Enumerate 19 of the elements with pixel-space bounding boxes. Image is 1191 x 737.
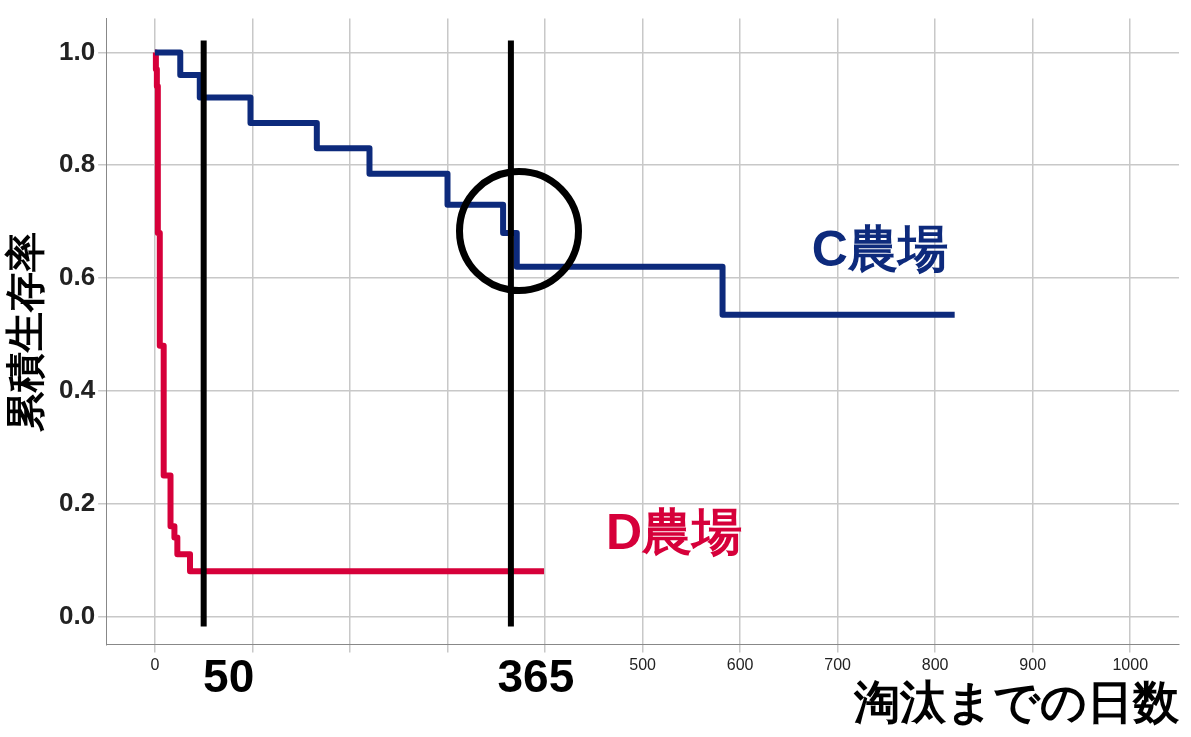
y-tick-label: 0.8 <box>58 148 96 179</box>
x-tick-label: 500 <box>629 655 657 673</box>
ref-line-label: 50 <box>203 650 255 703</box>
series-label: D農場 <box>606 504 743 561</box>
y-tick-label: 0.6 <box>58 261 96 292</box>
text: 0.0 <box>58 599 96 630</box>
x-axis-title: 淘汰までの日数 <box>853 676 1180 729</box>
y-tick-label: 0.4 <box>58 373 96 404</box>
x-tick-label: 900 <box>1019 655 1047 673</box>
x-tick-label: 0 <box>150 655 160 673</box>
y-axis-title: 累積生存率 <box>3 231 48 432</box>
x-tick-label: 1000 <box>1112 655 1149 673</box>
text: 1.0 <box>58 35 96 66</box>
x-tick-label: 600 <box>726 655 754 673</box>
x-tick-label: 700 <box>824 655 852 673</box>
ref-line-label: 365 <box>497 650 575 703</box>
x-tick-label: 800 <box>921 655 949 673</box>
y-tick-label: 0.2 <box>58 486 96 517</box>
series-label: C農場 <box>811 221 948 278</box>
